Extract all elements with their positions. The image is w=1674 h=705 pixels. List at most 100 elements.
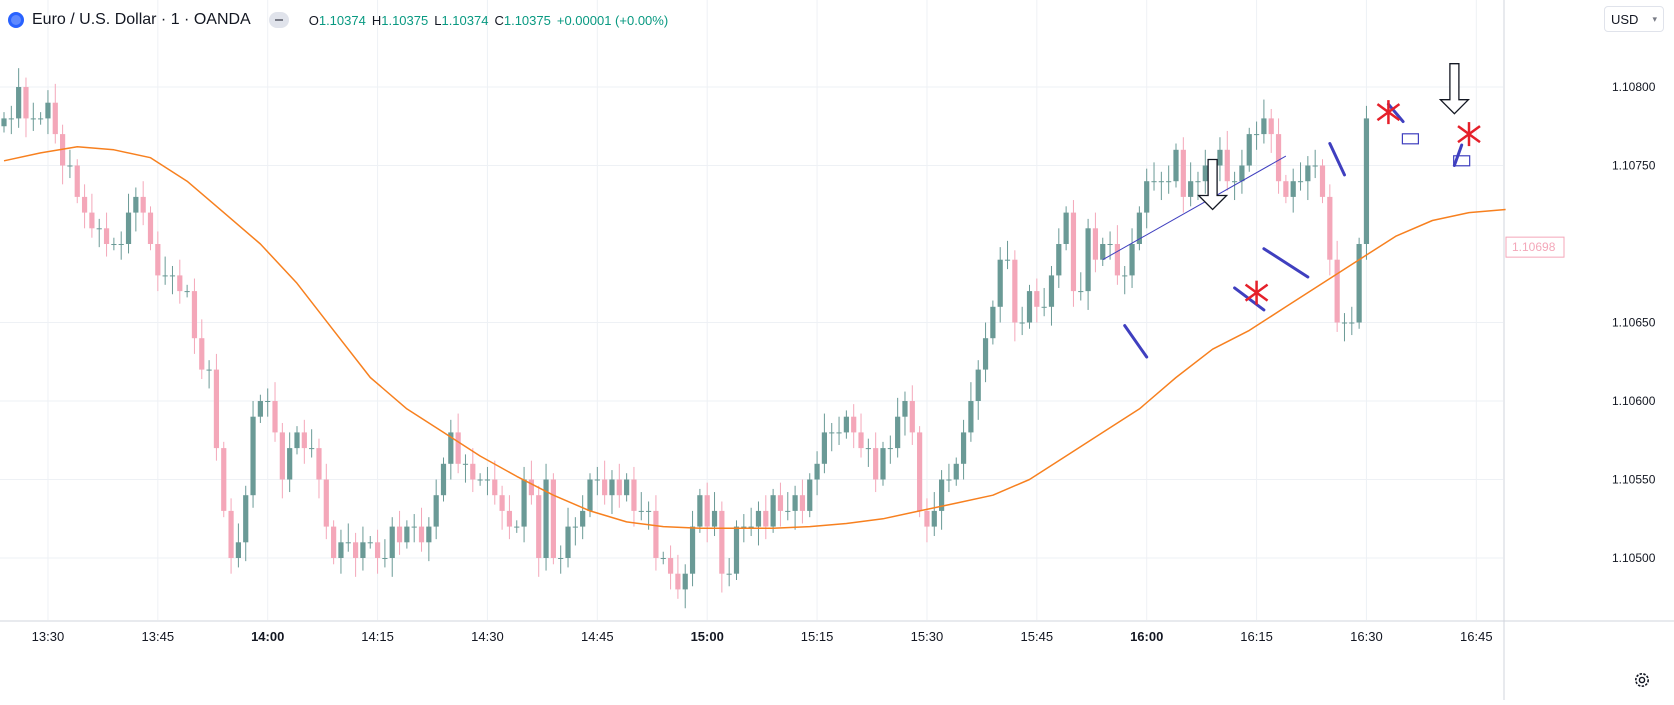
time-tick-label: 14:30 — [471, 629, 504, 644]
candle-body — [1070, 212, 1077, 292]
candle-body — [1217, 149, 1223, 166]
blue-stroke-drawing[interactable] — [1328, 142, 1346, 177]
candle-body — [1, 118, 7, 127]
candle-body — [807, 479, 813, 511]
candle-body — [1166, 181, 1172, 183]
candle-body — [169, 275, 176, 277]
candle-body — [1056, 244, 1062, 276]
candle-body — [1283, 181, 1289, 197]
box-drawing[interactable] — [1401, 133, 1420, 145]
candle-body — [1232, 181, 1238, 183]
candle-body — [1026, 291, 1033, 323]
candle-body — [880, 448, 886, 480]
candle-body — [257, 401, 263, 417]
collapse-legend-icon[interactable] — [268, 12, 289, 28]
candle-body — [470, 463, 476, 480]
settings-gear-icon[interactable] — [1630, 668, 1654, 692]
box-drawing[interactable] — [1453, 155, 1471, 167]
candle-body — [851, 416, 857, 433]
chevron-down-icon: ▾ — [1652, 13, 1657, 24]
candle-body — [1114, 244, 1120, 276]
candle-body — [74, 165, 80, 197]
candle-body — [133, 196, 139, 213]
candle-body — [902, 401, 908, 417]
candle-body — [1129, 244, 1135, 276]
candle-body — [448, 432, 454, 464]
candle-body — [814, 463, 820, 480]
blue-stroke-drawing[interactable] — [1262, 247, 1310, 279]
candle-body — [726, 573, 732, 575]
candle-body — [799, 495, 806, 511]
candle-body — [96, 228, 102, 230]
candle-body — [1180, 149, 1186, 197]
candle-body — [1202, 165, 1208, 182]
candle-body — [265, 401, 271, 402]
candle-body — [1158, 181, 1164, 183]
candle-body — [873, 448, 879, 480]
trendline-drawing[interactable] — [1102, 155, 1287, 261]
candle-body — [887, 448, 893, 450]
candle-body — [1297, 181, 1304, 183]
last-price-label: 1.10698 — [1512, 240, 1556, 254]
candle-body — [660, 558, 666, 559]
candle-body — [462, 463, 469, 465]
candle-body — [939, 479, 945, 511]
candle-body — [1085, 228, 1091, 292]
candle-body — [572, 526, 578, 528]
candle-body — [565, 526, 571, 558]
candle-body — [543, 479, 549, 558]
time-tick-label: 16:30 — [1350, 629, 1383, 644]
candle-body — [426, 526, 432, 543]
candle-body — [38, 118, 44, 120]
candle-body — [8, 118, 14, 120]
symbol-title[interactable]: Euro / U.S. Dollar · 1 · OANDA — [32, 11, 251, 28]
price-tick-label: 1.10800 — [1612, 80, 1656, 94]
candle-body — [763, 510, 769, 527]
candle-body — [499, 495, 505, 511]
candle-body — [1144, 181, 1150, 213]
currency-selector[interactable]: USD ▾ — [1604, 6, 1664, 32]
candle-body — [917, 432, 923, 511]
down-arrow-drawing[interactable] — [1197, 158, 1229, 211]
candle-body — [770, 495, 776, 527]
price-tick-label: 1.10550 — [1612, 473, 1656, 487]
candle-body — [997, 259, 1003, 307]
candle-body — [667, 558, 674, 574]
time-tick-label: 15:15 — [801, 629, 834, 644]
candle-body — [550, 479, 556, 558]
candle-body — [1012, 259, 1018, 323]
candle-body — [1107, 244, 1113, 245]
blue-stroke-drawing[interactable] — [1386, 102, 1405, 124]
candle-body — [858, 432, 864, 449]
candle-body — [1034, 291, 1040, 307]
candle-body — [558, 558, 564, 559]
down-arrow-drawing[interactable] — [1438, 63, 1470, 115]
candle-body — [777, 495, 784, 511]
price-tick-label: 1.10500 — [1612, 551, 1656, 565]
price-tick-label: 1.10650 — [1612, 316, 1656, 330]
candle-body — [404, 526, 410, 543]
candle-body — [1275, 134, 1282, 182]
candle-body — [162, 275, 168, 277]
candle-body — [492, 479, 498, 496]
candle-body — [250, 416, 256, 496]
candle-body — [1268, 118, 1274, 135]
candle-body — [81, 196, 88, 213]
candle-body — [294, 432, 300, 449]
candle-body — [792, 495, 798, 511]
moving-average-line — [3, 145, 1506, 529]
candle-body — [843, 416, 849, 433]
candle-body — [587, 479, 593, 511]
candle-body — [821, 432, 827, 464]
candle-body — [909, 401, 915, 433]
candle-body — [741, 526, 747, 528]
blue-stroke-drawing[interactable] — [1123, 324, 1149, 359]
candle-body — [191, 291, 198, 339]
candle-body — [514, 526, 520, 528]
candle-body — [1261, 118, 1267, 135]
candle-body — [331, 526, 337, 558]
candle-body — [968, 401, 974, 433]
candle-body — [345, 542, 351, 544]
candle-body — [433, 495, 439, 527]
